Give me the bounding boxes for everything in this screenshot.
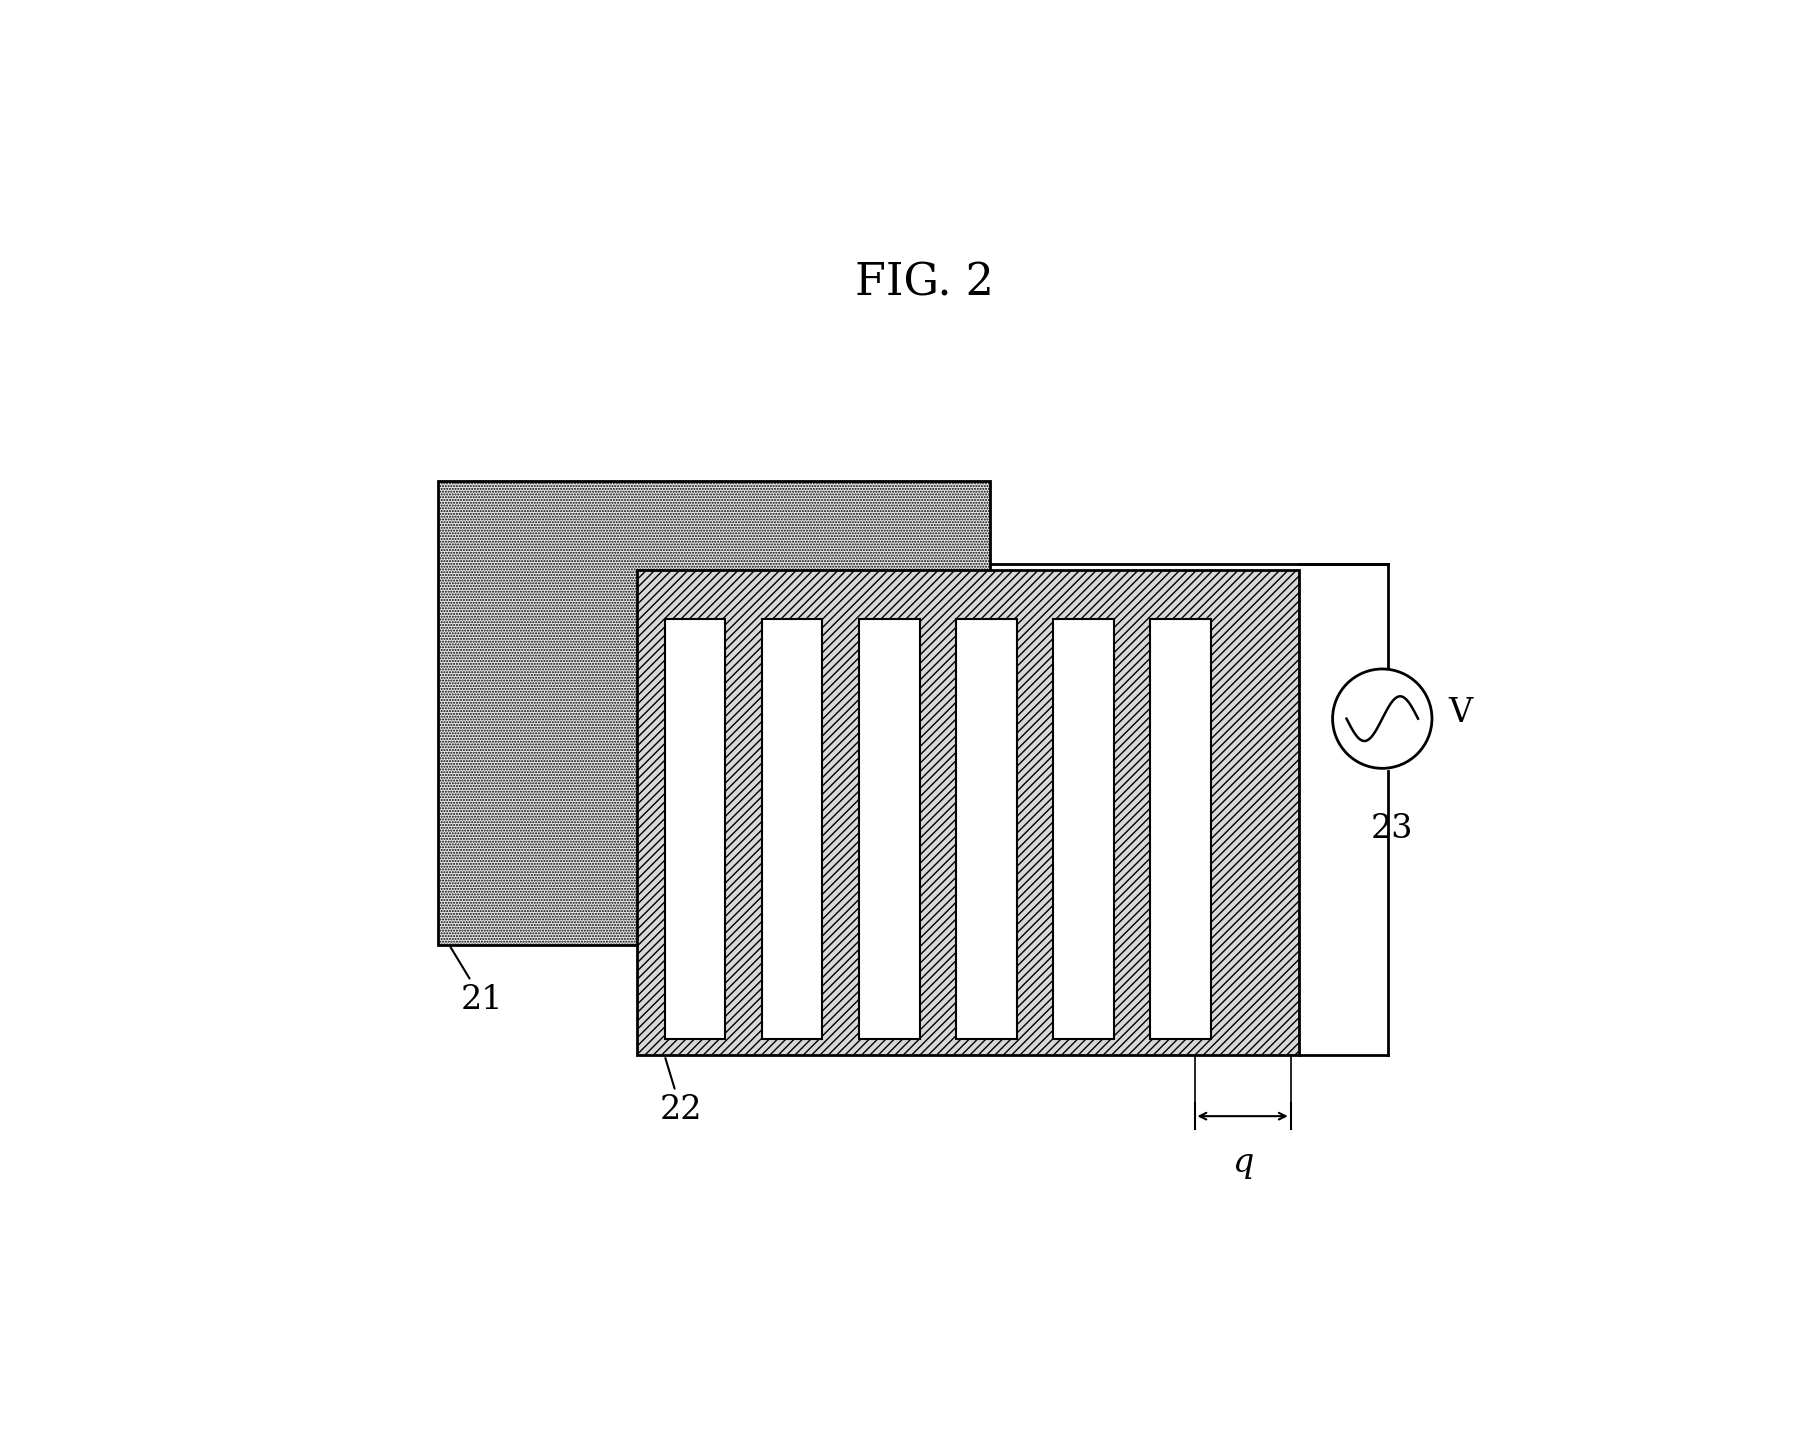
Bar — [858, 619, 920, 1038]
Bar — [438, 482, 990, 945]
Bar — [665, 619, 725, 1038]
Text: q: q — [1231, 1147, 1253, 1179]
Text: 22: 22 — [660, 1058, 703, 1126]
Bar — [761, 619, 822, 1038]
Text: 23: 23 — [1370, 813, 1414, 845]
Bar — [956, 619, 1017, 1038]
Text: 21: 21 — [451, 948, 503, 1015]
Bar — [1053, 619, 1114, 1038]
Text: FIG. 2: FIG. 2 — [855, 261, 993, 304]
Bar — [636, 569, 1300, 1055]
Bar — [1150, 619, 1212, 1038]
Text: V: V — [1448, 697, 1473, 728]
